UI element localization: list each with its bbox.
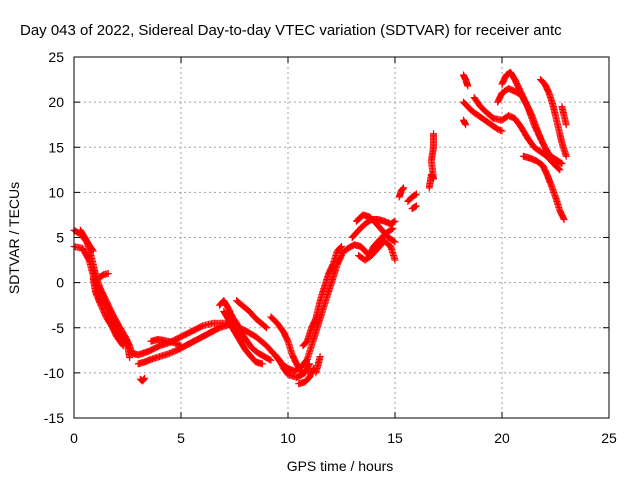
y-tick-label: 15: [48, 139, 64, 155]
y-axis-label: SDTVAR / TECUs: [6, 182, 22, 294]
series-s4: [96, 270, 112, 281]
plus-markers: [220, 308, 266, 368]
series-s5: [76, 226, 97, 255]
series-s28: [470, 94, 564, 174]
plus-markers: [425, 130, 438, 192]
plus-markers: [216, 297, 275, 364]
plus-markers: [519, 152, 568, 223]
x-tick-label: 25: [601, 430, 617, 446]
series-s9: [216, 297, 275, 364]
series-s26: [459, 98, 506, 135]
plus-markers: [355, 237, 399, 264]
data-layer: [70, 68, 570, 388]
y-tick-label: -15: [44, 410, 64, 426]
plus-markers: [537, 76, 570, 160]
plus-markers: [494, 85, 545, 142]
plus-markers: [233, 297, 271, 332]
plus-markers: [295, 364, 318, 388]
series-s27: [459, 116, 470, 129]
plus-markers: [459, 116, 470, 129]
y-tick-label: -5: [52, 320, 65, 336]
series-s6: [136, 374, 149, 385]
y-tick-label: 5: [56, 230, 64, 246]
x-tick-label: 15: [387, 430, 403, 446]
plus-markers: [136, 374, 149, 385]
series-s30: [494, 85, 545, 142]
series-s21: [395, 184, 408, 201]
series-s3: [89, 274, 127, 350]
x-tick-label: 20: [494, 430, 510, 446]
y-tick-label: 20: [48, 94, 64, 110]
x-tick-label: 0: [70, 430, 78, 446]
x-tick-label: 10: [280, 430, 296, 446]
series-s19: [352, 211, 399, 246]
series-s8: [147, 335, 185, 350]
x-tick-label: 5: [177, 430, 185, 446]
series-s7: [134, 320, 241, 368]
series-s25: [459, 71, 472, 90]
plus-markers: [312, 353, 324, 377]
y-tick-label: 10: [48, 184, 64, 200]
y-tick-label: -10: [44, 365, 64, 381]
series-s20: [355, 237, 399, 264]
plus-markers: [271, 252, 345, 375]
series-s16: [312, 353, 324, 377]
grid: [74, 57, 609, 418]
plus-markers: [352, 211, 399, 246]
series-s32: [537, 76, 570, 160]
x-axis-label: GPS time / hours: [287, 458, 394, 474]
plus-markers: [89, 274, 127, 350]
plus-markers: [470, 94, 564, 174]
plus-markers: [459, 98, 506, 135]
series-s22: [404, 190, 420, 205]
plus-markers: [96, 270, 112, 281]
series-s15: [295, 364, 318, 388]
series-s10: [220, 308, 266, 368]
plus-markers: [76, 226, 97, 255]
series-s24: [425, 130, 438, 192]
chart-title: Day 043 of 2022, Sidereal Day-to-day VTE…: [20, 22, 562, 39]
plus-markers: [459, 71, 472, 90]
series-s31: [519, 152, 568, 223]
ticks: 0 5 10 15 20 25 -15 -10 -5 0 5 10 15 20 25: [44, 49, 617, 446]
y-tick-label: 0: [56, 275, 64, 291]
plus-markers: [147, 335, 185, 350]
series-s11: [233, 297, 271, 332]
plus-markers: [134, 320, 241, 368]
plus-markers: [299, 243, 345, 350]
series-s14: [299, 243, 345, 350]
series-s33: [558, 103, 570, 129]
series-s23: [408, 202, 420, 213]
plus-markers: [558, 103, 570, 129]
series-s13: [271, 252, 345, 375]
plus-markers: [395, 184, 408, 201]
plus-markers: [408, 202, 420, 213]
y-tick-label: 25: [48, 49, 64, 65]
plus-markers: [404, 190, 420, 205]
